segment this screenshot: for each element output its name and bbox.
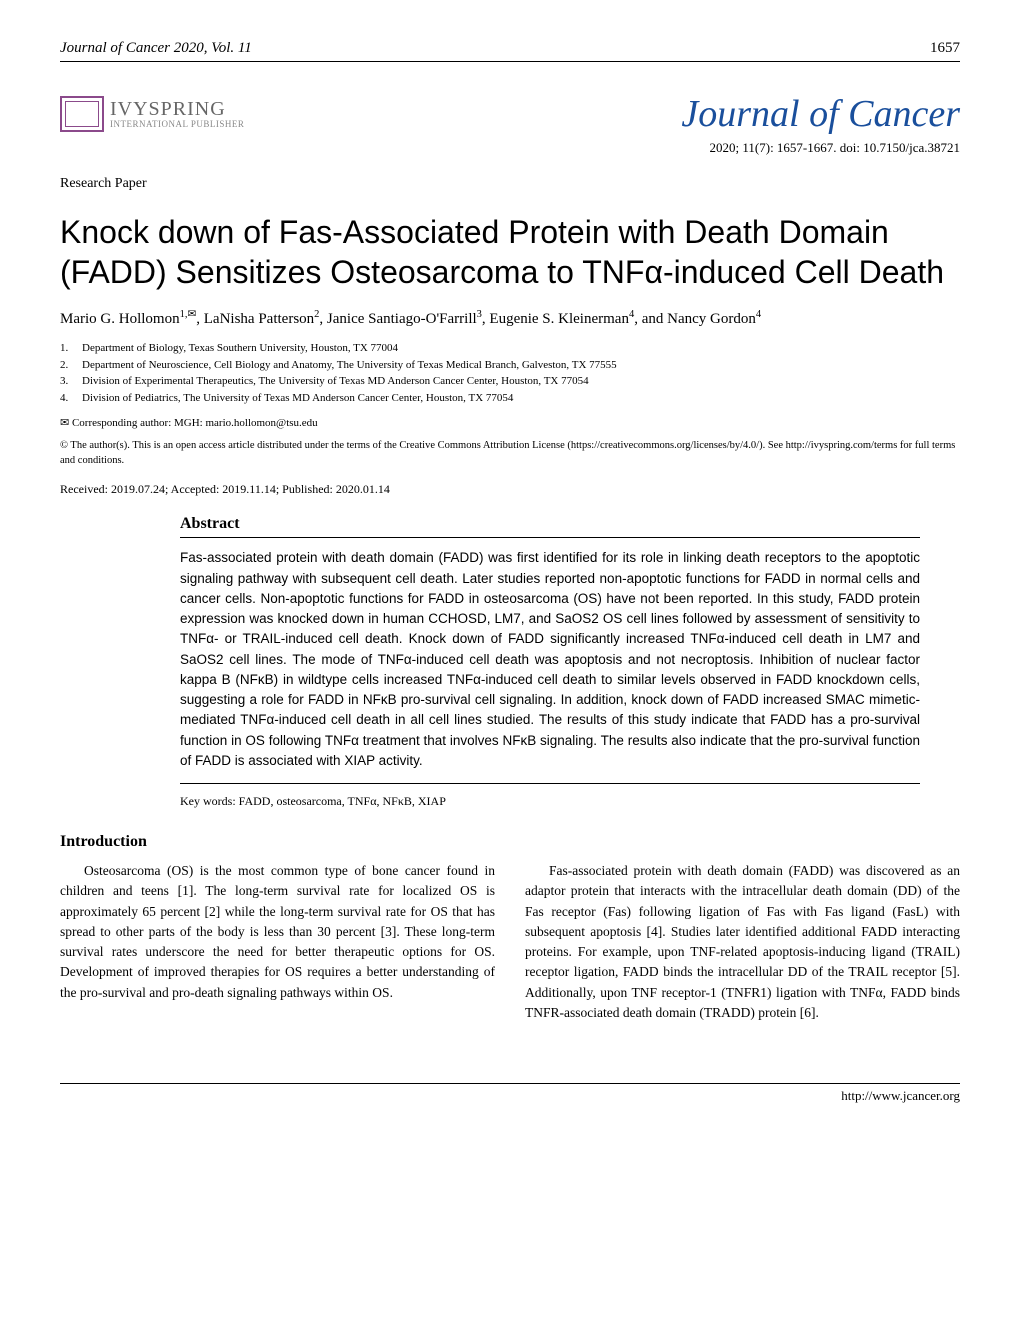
affiliation-item: 3.Division of Experimental Therapeutics,… (60, 373, 960, 390)
logo-row: IVYSPRING INTERNATIONAL PUBLISHER Journa… (60, 92, 960, 136)
page-number: 1657 (930, 40, 960, 57)
footer-url: http://www.jcancer.org (841, 1088, 960, 1103)
keywords: Key words: FADD, osteosarcoma, TNFα, NFκ… (180, 794, 920, 809)
journal-line: Journal of Cancer 2020, Vol. 11 (60, 40, 252, 57)
abstract-text: Fas-associated protein with death domain… (180, 548, 920, 784)
column-right: Fas-associated protein with death domain… (525, 861, 960, 1023)
publisher-name: IVYSPRING (110, 98, 244, 120)
authors: Mario G. Hollomon1,✉, LaNisha Patterson2… (60, 308, 960, 328)
publisher-text: IVYSPRING INTERNATIONAL PUBLISHER (110, 98, 244, 130)
publication-info: 2020; 11(7): 1657-1667. doi: 10.7150/jca… (60, 140, 960, 156)
abstract-section: Abstract Fas-associated protein with dea… (180, 515, 920, 809)
footer: http://www.jcancer.org (60, 1083, 960, 1104)
intro-paragraph-2: Fas-associated protein with death domain… (525, 861, 960, 1023)
introduction-heading: Introduction (60, 833, 960, 851)
affiliation-item: 2.Department of Neuroscience, Cell Biolo… (60, 357, 960, 374)
running-header: Journal of Cancer 2020, Vol. 11 1657 (60, 40, 960, 62)
intro-paragraph-1: Osteosarcoma (OS) is the most common typ… (60, 861, 495, 1003)
affiliation-item: 1.Department of Biology, Texas Southern … (60, 340, 960, 357)
affiliations: 1.Department of Biology, Texas Southern … (60, 340, 960, 406)
publisher-subtitle: INTERNATIONAL PUBLISHER (110, 120, 244, 130)
dates: Received: 2019.07.24; Accepted: 2019.11.… (60, 482, 960, 497)
publisher-logo-icon (60, 96, 104, 132)
paper-type: Research Paper (60, 176, 960, 192)
copyright: © The author(s). This is an open access … (60, 439, 960, 468)
abstract-heading: Abstract (180, 515, 920, 538)
introduction-body: Osteosarcoma (OS) is the most common typ… (60, 861, 960, 1023)
journal-title: Journal of Cancer (681, 92, 960, 136)
corresponding-author: ✉ Corresponding author: MGH: mario.hollo… (60, 416, 960, 429)
column-left: Osteosarcoma (OS) is the most common typ… (60, 861, 495, 1023)
article-title: Knock down of Fas-Associated Protein wit… (60, 212, 960, 292)
affiliation-item: 4.Division of Pediatrics, The University… (60, 390, 960, 407)
publisher-logo: IVYSPRING INTERNATIONAL PUBLISHER (60, 96, 244, 132)
